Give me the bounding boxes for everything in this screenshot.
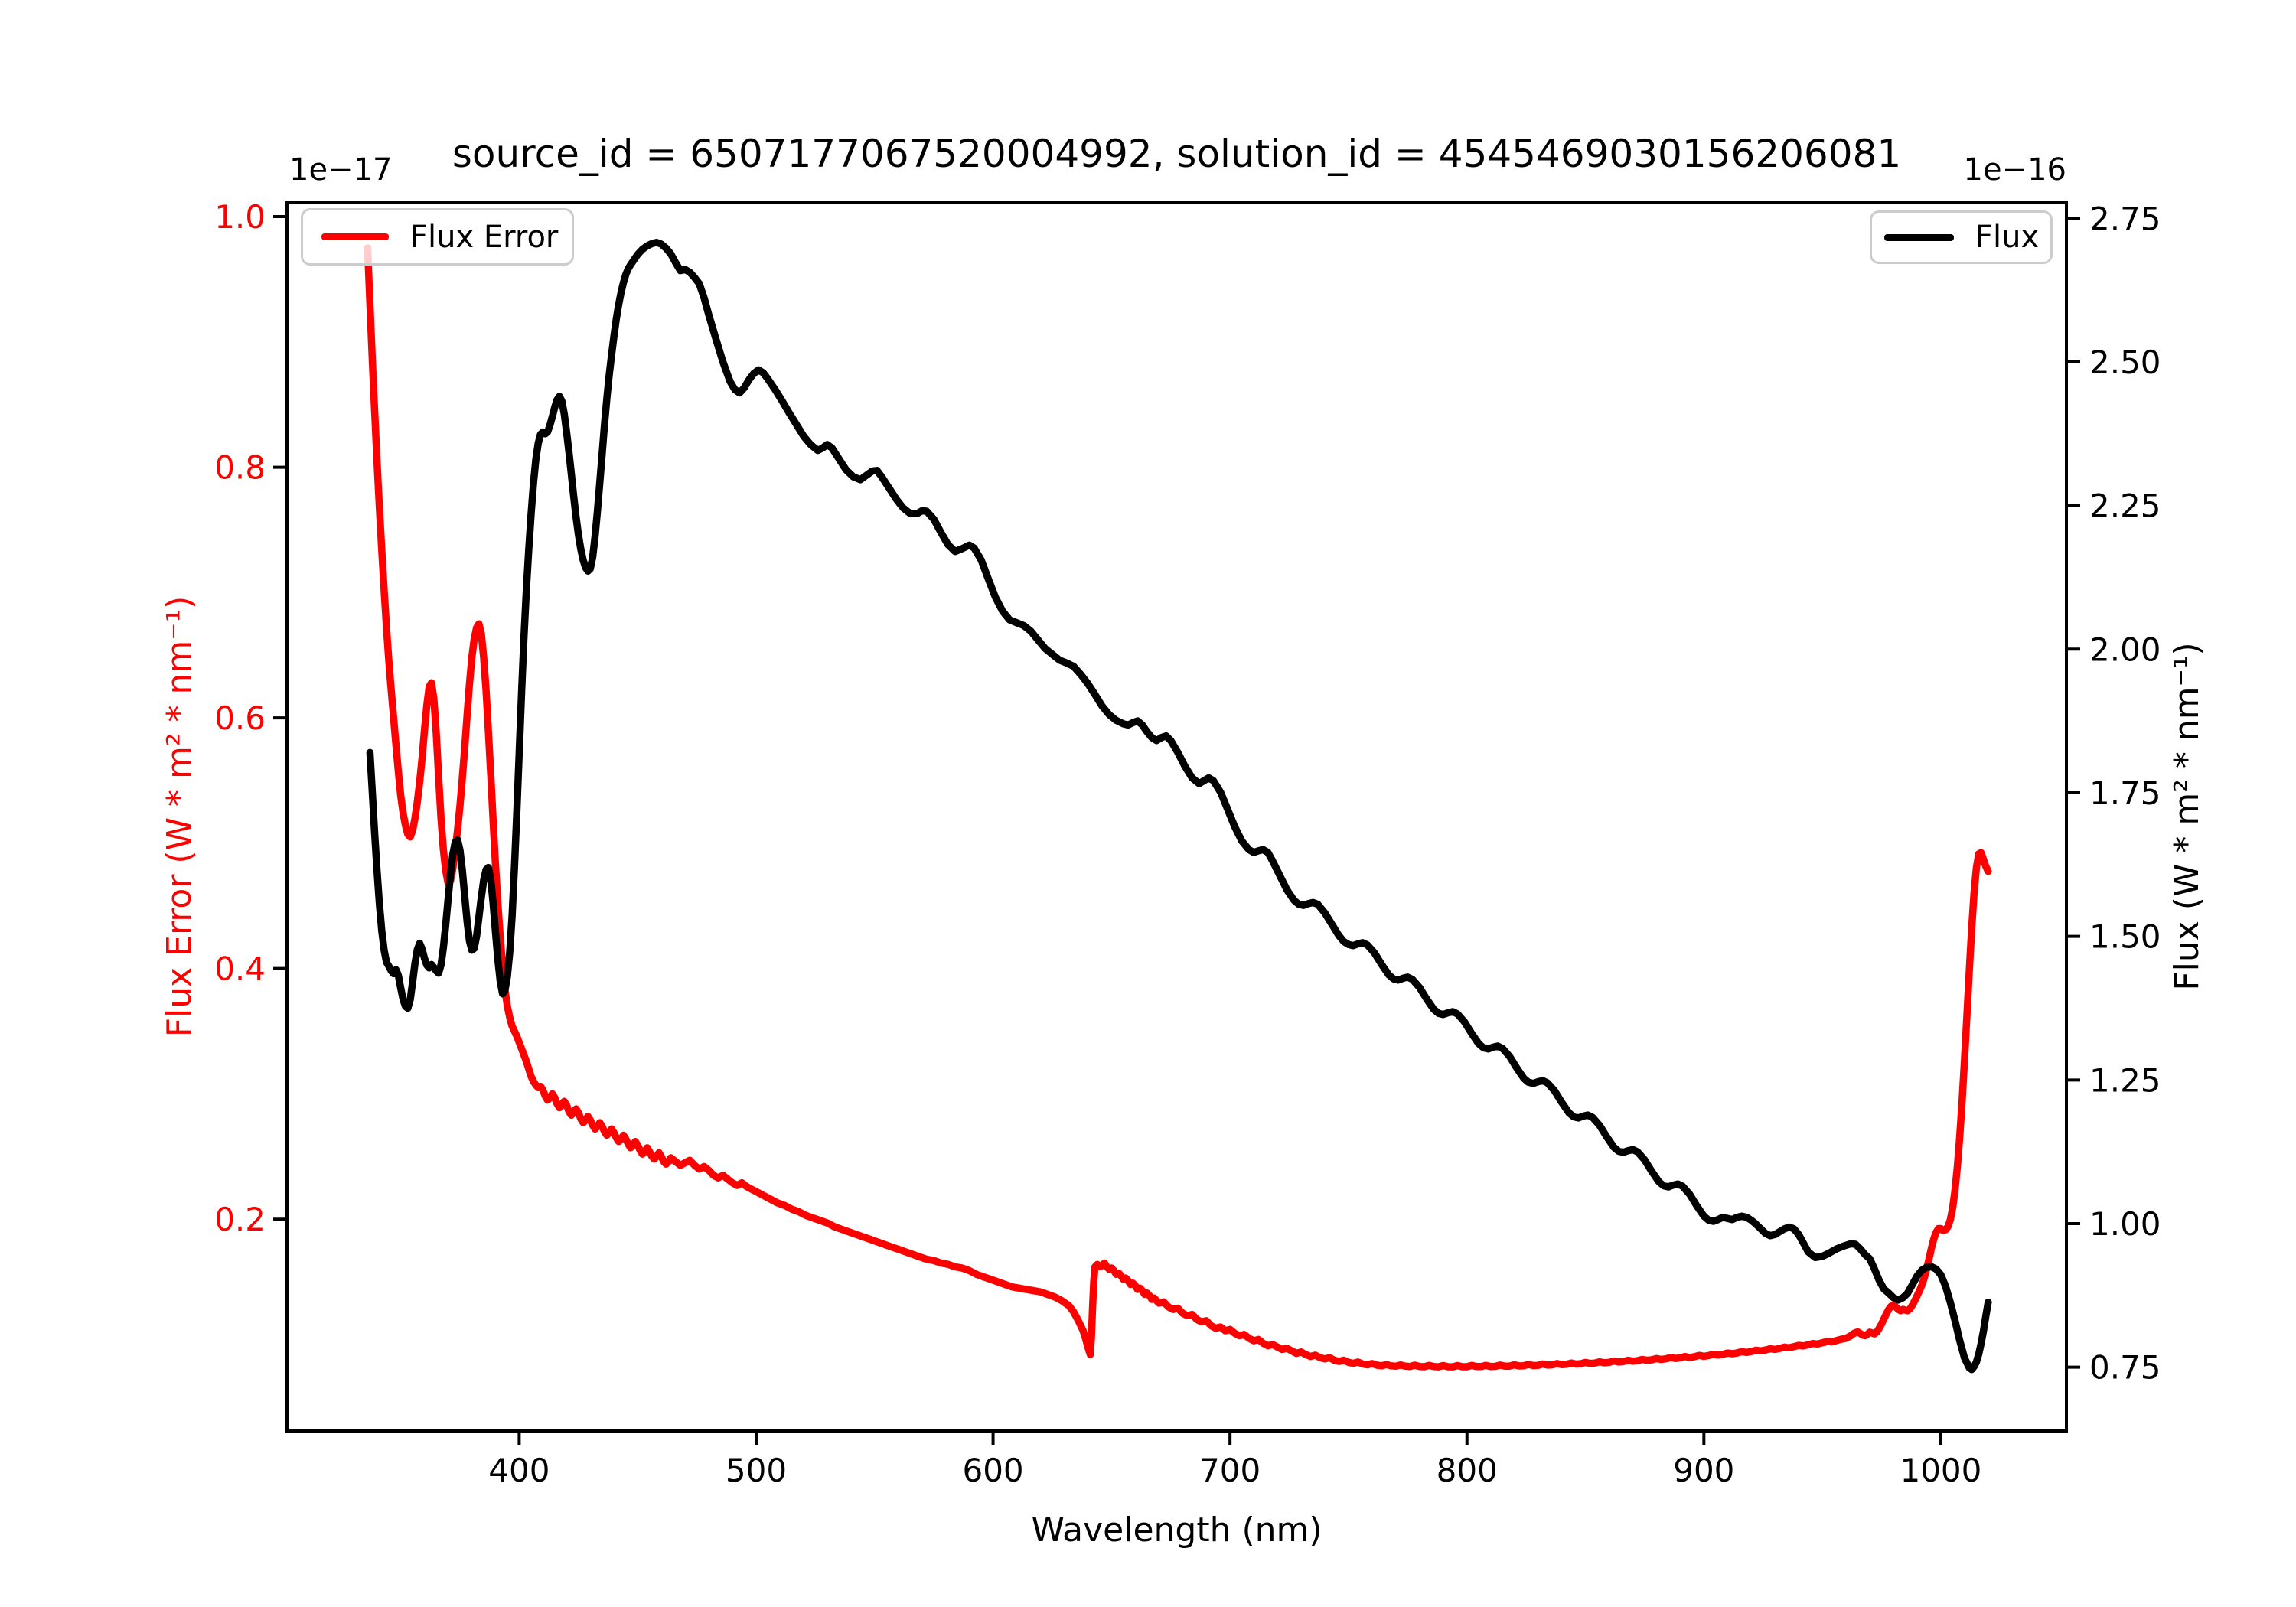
y-right-tick-label: 2.50 bbox=[2089, 344, 2161, 381]
y-left-tick-label: 0.2 bbox=[214, 1201, 266, 1238]
flux-legend-line-sample bbox=[1884, 233, 1954, 241]
x-axis-label: Wavelength (nm) bbox=[1031, 1511, 1322, 1550]
y-right-tick-label: 0.75 bbox=[2089, 1349, 2161, 1387]
legend-flux: Flux bbox=[1870, 210, 2053, 264]
flux-error-legend-line-sample bbox=[321, 233, 389, 240]
y-left-axis-label: Flux Error (W * m² * nm⁻¹) bbox=[160, 595, 199, 1038]
y-right-tick-label: 1.00 bbox=[2089, 1205, 2161, 1243]
x-tick-label: 400 bbox=[488, 1452, 550, 1489]
y-right-tick-label: 1.50 bbox=[2089, 918, 2161, 956]
y-left-tick-label: 0.6 bbox=[214, 699, 266, 737]
y-right-tick-label: 2.25 bbox=[2089, 487, 2161, 525]
x-tick-label: 1000 bbox=[1900, 1452, 1981, 1489]
y-right-offset-text: 1e−16 bbox=[1963, 152, 2066, 187]
x-tick-label: 600 bbox=[962, 1452, 1023, 1489]
chart-title: source_id = 6507177067520004992, solutio… bbox=[452, 132, 1902, 176]
flux-error-line bbox=[364, 244, 1992, 1371]
y-left-tick-label: 0.8 bbox=[214, 449, 266, 487]
y-right-tick-label: 1.75 bbox=[2089, 774, 2161, 812]
legend-flux-error: Flux Error bbox=[301, 208, 574, 266]
y-left-tick-label: 1.0 bbox=[214, 198, 266, 236]
y-right-axis-label: Flux (W * m² * nm⁻¹) bbox=[2167, 642, 2206, 991]
y-right-tick-label: 1.25 bbox=[2089, 1061, 2161, 1099]
y-right-tick-label: 2.75 bbox=[2089, 200, 2161, 237]
plot-area-border bbox=[285, 201, 2068, 1433]
legend-flux-error-label: Flux Error bbox=[410, 219, 559, 255]
legend-flux-label: Flux bbox=[1975, 220, 2040, 255]
y-right-tick-label: 2.00 bbox=[2089, 631, 2161, 668]
x-tick-label: 900 bbox=[1673, 1452, 1734, 1489]
flux-line bbox=[366, 239, 1992, 1374]
x-tick-label: 700 bbox=[1199, 1452, 1261, 1489]
x-tick-label: 800 bbox=[1437, 1452, 1498, 1489]
y-left-tick-label: 0.4 bbox=[214, 950, 266, 988]
y-left-offset-text: 1e−17 bbox=[289, 152, 393, 187]
x-tick-label: 500 bbox=[726, 1452, 787, 1489]
